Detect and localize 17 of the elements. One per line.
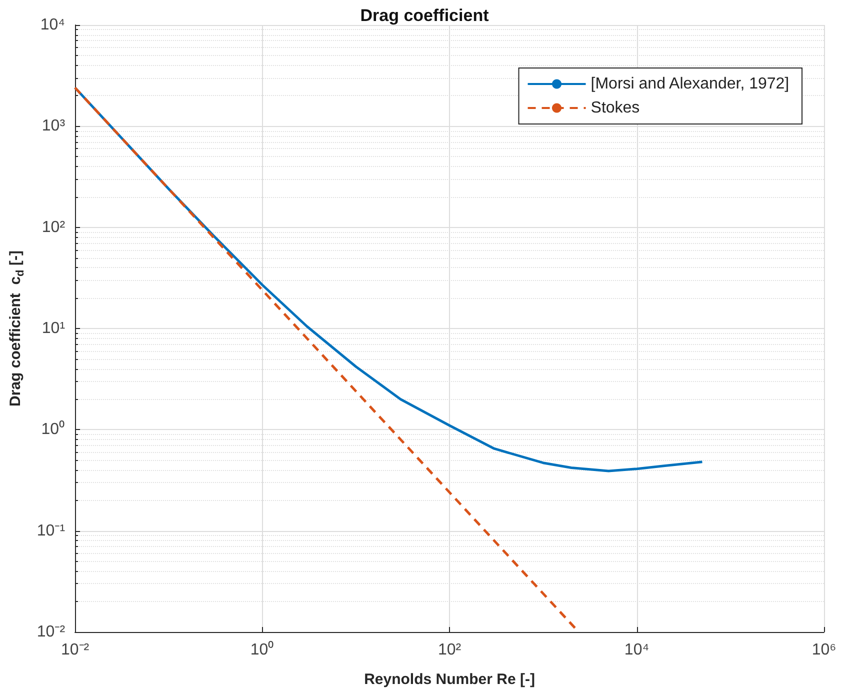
x-tick-label: 10⁰ <box>250 640 274 658</box>
y-axis-title: Drag coefficient cd [-] <box>7 250 26 406</box>
y-tick-label: 10³ <box>42 118 66 135</box>
x-tick-label: 10² <box>438 642 462 658</box>
y-tick-label: 10⁴ <box>40 16 66 34</box>
y-tick-label: 10⁻² <box>36 624 66 640</box>
x-axis-title: Reynolds Number Re [-] <box>364 671 535 688</box>
y-tick-label: 10¹ <box>42 320 66 337</box>
y-tick-label: 10² <box>42 218 66 236</box>
x-tick-label: 10⁻² <box>60 642 90 658</box>
legend-label: Stokes <box>590 100 640 116</box>
x-tick-label: 10⁶ <box>812 642 836 658</box>
x-tick-label: 10⁴ <box>624 642 650 658</box>
y-tick-label: 10⁰ <box>41 420 66 438</box>
legend-label: [Morsi and Alexander, 1972] <box>590 76 790 92</box>
y-tick-label: 10⁻¹ <box>36 522 66 540</box>
chart-title: Drag coefficient <box>360 6 490 25</box>
